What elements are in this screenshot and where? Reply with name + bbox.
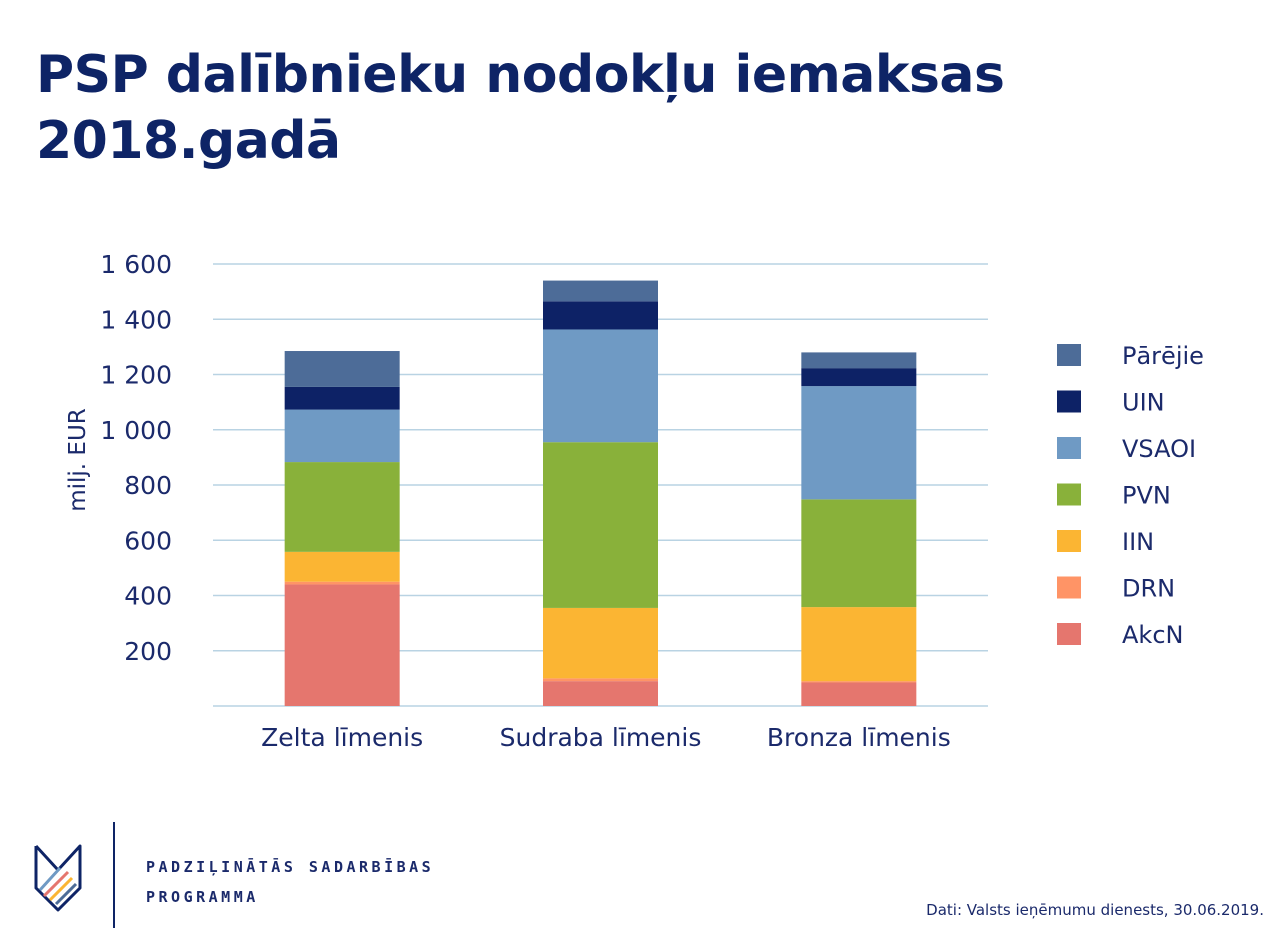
bar-segment-akcn	[801, 682, 917, 706]
x-category-label: Sudraba līmenis	[500, 723, 702, 752]
y-tick-label: 1 200	[100, 361, 172, 390]
y-tick-label: 200	[124, 637, 172, 666]
bar-segment-pvn	[543, 442, 658, 608]
legend-swatch	[1057, 576, 1081, 599]
legend-label: AkcN	[1122, 621, 1183, 649]
bar-segment-akcn	[284, 584, 400, 706]
bar-segment-vsaoi	[284, 409, 400, 463]
bar-segment-iin	[543, 607, 658, 679]
bar-segment-p-r-jie	[801, 352, 917, 369]
legend-swatch	[1057, 530, 1081, 552]
legend-label: PVN	[1122, 482, 1171, 510]
stacked-bar-chart: 200 400 600 800 1 000 1 200 1 400 1 600 milj. EU…	[65, 250, 1204, 752]
legend-label: UIN	[1122, 389, 1165, 417]
bar-segment-pvn	[284, 462, 400, 552]
program-logo-icon	[34, 844, 82, 912]
bar-segment-p-r-jie	[284, 351, 400, 387]
legend-label: DRN	[1122, 575, 1175, 603]
page-title: PSP dalībnieku nodokļu iemaksas 2018.gad…	[36, 45, 1005, 171]
bar-segment-drn	[284, 581, 400, 585]
legend-label: VSAOI	[1122, 435, 1196, 463]
bar-segment-iin	[284, 551, 400, 582]
bar-segment-pvn	[801, 499, 917, 608]
data-source-note: Dati: Valsts ieņēmumu dienests, 30.06.20…	[926, 901, 1264, 919]
y-tick-label: 1 000	[100, 416, 172, 445]
legend-label: IIN	[1122, 528, 1154, 556]
y-tick-label: 800	[124, 471, 172, 500]
x-category-label: Zelta līmenis	[261, 723, 423, 752]
y-tick-label: 1 600	[100, 250, 172, 279]
program-name-line1: PADZIĻINĀTĀS SADARBĪBAS	[146, 858, 435, 876]
y-tick-label: 1 400	[100, 305, 172, 334]
bar-segment-drn	[543, 678, 658, 682]
legend-label: Pārējie	[1122, 342, 1204, 370]
legend-swatch	[1057, 623, 1081, 645]
bar-segment-vsaoi	[543, 329, 658, 443]
legend-swatch	[1057, 390, 1081, 413]
y-tick-label: 400	[124, 582, 172, 611]
y-axis-title: milj. EUR	[65, 408, 91, 512]
y-tick-label: 600	[124, 526, 172, 555]
legend-swatch	[1057, 344, 1081, 366]
x-category-label: Bronza līmenis	[767, 723, 951, 752]
program-name: PADZIĻINĀTĀS SADARBĪBAS PROGRAMMA	[146, 852, 434, 912]
bar-segment-vsaoi	[801, 386, 917, 500]
bar-segment-akcn	[543, 681, 658, 706]
bar-segment-uin	[284, 386, 400, 410]
bar-segment-drn	[801, 681, 917, 683]
legend-swatch	[1057, 437, 1081, 459]
footer-divider	[113, 822, 115, 928]
bar-segment-iin	[801, 607, 917, 682]
legend-swatch	[1057, 483, 1081, 506]
bar-segment-p-r-jie	[543, 280, 658, 302]
bar-segment-uin	[543, 301, 658, 330]
bar-segment-uin	[801, 368, 917, 387]
program-name-line2: PROGRAMMA	[146, 888, 259, 906]
